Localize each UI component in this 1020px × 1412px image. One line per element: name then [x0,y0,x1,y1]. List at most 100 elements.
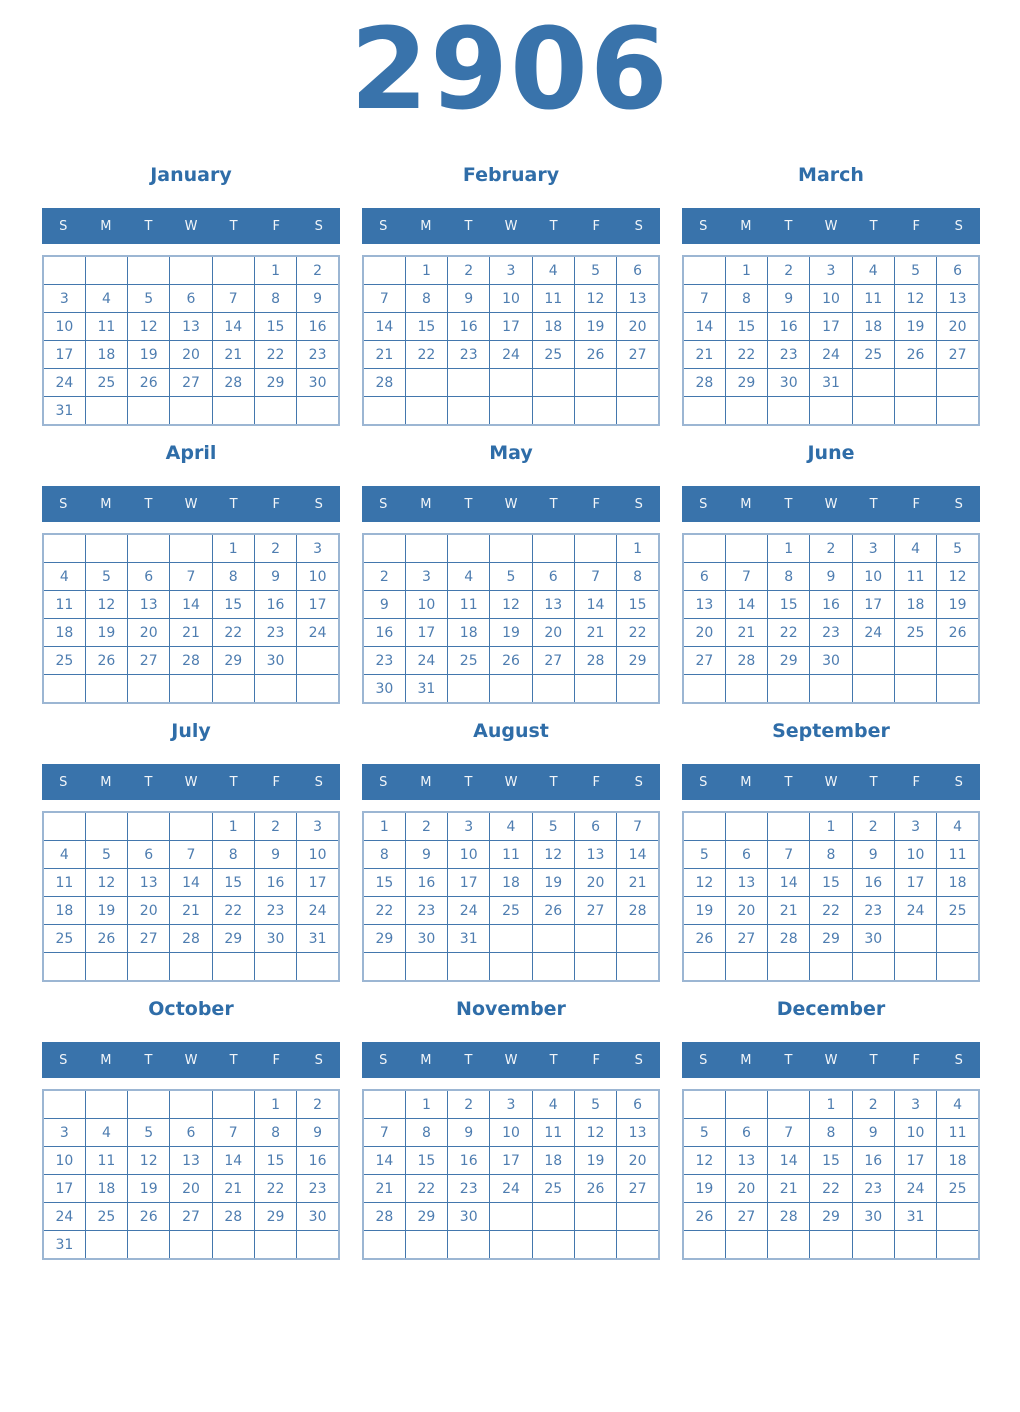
day-cell: 13 [724,1146,769,1175]
empty-day-cell [169,1089,213,1119]
empty-day-cell [893,952,938,982]
empty-day-cell [362,952,406,982]
day-cell: 16 [404,868,449,897]
empty-day-cell [724,1089,769,1119]
day-cell: 20 [682,618,726,647]
empty-day-cell [362,1089,406,1119]
empty-day-cell [489,368,533,397]
empty-day-cell [447,1230,491,1260]
weekday-label: S [954,496,963,512]
day-cell: 19 [84,618,129,647]
day-cell: 18 [531,1146,575,1175]
day-cell: 26 [573,1174,618,1203]
day-cell: 19 [893,312,938,341]
day-cell: 25 [936,1174,980,1203]
day-cell: 6 [127,562,171,591]
empty-day-cell [84,396,129,426]
day-cell: 26 [84,924,129,953]
weekday-label: S [634,218,643,234]
empty-day-cell [489,533,533,563]
empty-day-cell [809,674,853,704]
empty-day-cell [404,1230,449,1260]
empty-day-cell [169,533,213,563]
empty-day-cell [169,674,213,704]
month-title: March [798,164,864,186]
day-cell: 1 [809,811,853,841]
day-cell: 28 [169,924,213,953]
empty-day-cell [893,396,938,426]
month-days-table: 1 2 3 4 5 6 7 8 9 10 11 12 13 14 15 16 17 18 19 20 21 22 23 24 2… [362,1089,660,1260]
day-cell: 14 [362,1146,406,1175]
week-row: 17 18 19 20 21 22 23 [42,340,340,369]
day-cell: 7 [169,562,213,591]
day-cell: 21 [767,896,811,925]
day-cell: 10 [296,840,340,869]
day-cell: 14 [616,840,660,869]
day-cell: 23 [447,340,491,369]
week-row: 12 13 14 15 16 17 18 [682,868,980,897]
day-cell: 19 [936,590,980,619]
day-cell: 25 [893,618,938,647]
week-row: 8 9 10 11 12 13 14 [362,840,660,869]
weekday-label: T [144,774,153,790]
day-cell: 3 [296,811,340,841]
empty-day-cell [767,1089,811,1119]
day-cell: 18 [936,1146,980,1175]
day-cell: 2 [296,1089,340,1119]
day-cell: 25 [447,646,491,675]
weekday-label: T [869,774,878,790]
empty-day-cell [936,952,980,982]
empty-day-cell [253,396,298,426]
empty-day-cell [531,368,575,397]
day-cell: 22 [253,1174,298,1203]
week-row: 22 23 24 25 26 27 28 [362,896,660,925]
weekday-label: S [314,218,323,234]
week-row: 18 19 20 21 22 23 24 [42,618,340,647]
weekday-label: T [784,218,793,234]
day-cell: 29 [616,646,660,675]
month-title: April [165,442,217,464]
day-cell: 29 [809,924,853,953]
weekday-label: T [464,774,473,790]
empty-day-cell [211,1230,255,1260]
empty-day-cell [296,674,340,704]
empty-day-cell [724,396,769,426]
day-cell: 11 [531,284,575,313]
week-row: 29 30 31 [362,924,660,953]
month-days-table: 1 2 3 4 5 6 7 8 9 10 11 12 13 14 15 16 17 18 19 20 21 22 23 24 2… [682,255,980,426]
day-cell: 20 [169,340,213,369]
weekday-label: F [912,774,920,790]
empty-day-cell [809,1230,853,1260]
day-cell: 8 [404,1118,449,1147]
day-cell: 12 [573,1118,618,1147]
empty-day-cell [127,533,171,563]
empty-day-cell [682,952,726,982]
day-cell: 3 [42,284,86,313]
day-cell: 22 [616,618,660,647]
weekday-label: S [59,774,68,790]
day-cell: 22 [724,340,769,369]
day-cell: 23 [362,646,406,675]
day-cell: 12 [682,868,726,897]
empty-day-cell [169,396,213,426]
day-cell: 24 [893,1174,938,1203]
day-cell: 9 [362,590,406,619]
day-cell: 19 [127,1174,171,1203]
empty-day-cell [573,368,618,397]
day-cell: 29 [211,646,255,675]
day-cell: 30 [809,646,853,675]
day-cell: 3 [489,1089,533,1119]
day-cell: 21 [211,340,255,369]
day-cell: 12 [127,312,171,341]
day-cell: 18 [42,618,86,647]
day-cell: 9 [253,840,298,869]
